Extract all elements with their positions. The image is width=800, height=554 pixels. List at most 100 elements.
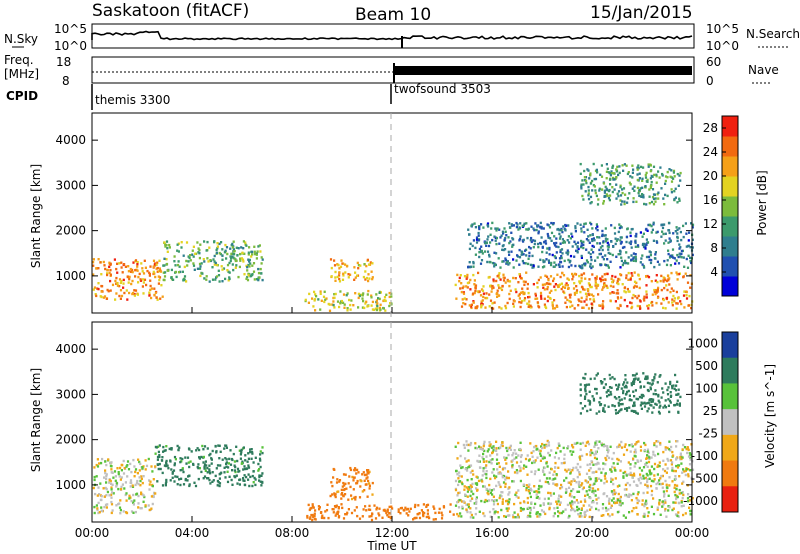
data-cell: [496, 462, 499, 465]
data-cell: [548, 471, 551, 474]
data-cell: [512, 305, 515, 308]
data-cell: [596, 284, 599, 287]
data-cell: [343, 306, 346, 309]
data-cell: [132, 458, 135, 462]
data-cell: [580, 254, 583, 258]
data-cell: [529, 508, 532, 512]
data-cell: [236, 254, 239, 257]
data-cell: [150, 495, 153, 498]
data-cell: [509, 289, 512, 292]
data-cell: [220, 241, 223, 244]
data-cell: [632, 259, 635, 262]
data-cell: [578, 515, 581, 518]
data-cell: [491, 261, 494, 265]
data-cell: [478, 510, 481, 513]
data-cell: [560, 282, 563, 285]
data-cell: [588, 390, 591, 393]
data-cell: [609, 299, 612, 302]
data-cell: [501, 284, 504, 288]
data-cell: [689, 509, 692, 513]
data-cell: [625, 448, 629, 452]
data-cell: [375, 299, 378, 302]
data-cell: [553, 512, 556, 515]
data-cell: [612, 291, 615, 294]
data-cell: [646, 448, 650, 451]
data-cell: [583, 515, 586, 518]
data-cell: [620, 203, 623, 206]
data-cell: [616, 445, 619, 449]
data-cell: [622, 389, 625, 393]
data-cell: [657, 286, 660, 290]
data-cell: [508, 514, 511, 517]
data-cell: [432, 518, 435, 521]
data-cell: [601, 278, 605, 282]
data-cell: [548, 261, 551, 264]
data-cell: [552, 279, 555, 283]
data-cell: [617, 292, 620, 295]
data-cell: [491, 302, 494, 305]
data-cell: [671, 385, 674, 388]
colorbar-segment: [722, 409, 738, 436]
data-cell: [218, 473, 221, 476]
data-cell: [548, 507, 551, 511]
data-cell: [188, 483, 191, 486]
data-cell: [618, 396, 621, 399]
data-cell: [423, 511, 426, 515]
data-cell: [517, 281, 520, 284]
data-cell: [188, 484, 191, 488]
data-cell: [93, 286, 96, 289]
power-ylabel: Slant Range [km]: [29, 164, 43, 268]
data-cell: [156, 266, 159, 270]
data-cell: [502, 273, 505, 276]
data-cell: [555, 473, 558, 476]
data-cell: [216, 242, 219, 245]
data-cell: [556, 305, 559, 308]
data-cell: [95, 463, 98, 467]
data-cell: [142, 292, 145, 295]
data-cell: [261, 480, 264, 484]
data-cell: [495, 440, 498, 443]
data-cell: [597, 488, 600, 491]
data-cell: [338, 267, 341, 270]
data-cell: [512, 243, 515, 246]
data-cell: [531, 254, 534, 258]
data-cell: [639, 459, 642, 462]
data-cell: [668, 237, 671, 240]
data-cell: [158, 462, 161, 466]
data-cell: [606, 454, 609, 458]
data-cell: [251, 250, 254, 254]
freq-tick-bottom: 8: [62, 74, 70, 88]
data-cell: [510, 250, 513, 253]
data-cell: [605, 495, 609, 498]
data-cell: [195, 449, 198, 452]
data-cell: [548, 282, 551, 285]
data-cell: [354, 467, 357, 470]
data-cell: [584, 404, 587, 408]
data-cell: [629, 467, 632, 470]
data-cell: [627, 495, 631, 498]
data-cell: [349, 303, 352, 307]
data-cell: [155, 267, 158, 270]
data-cell: [632, 472, 636, 475]
data-cell: [597, 293, 600, 296]
data-cell: [141, 270, 144, 273]
data-cell: [127, 281, 130, 284]
data-cell: [343, 484, 346, 487]
data-cell: [602, 407, 605, 410]
data-cell: [115, 292, 118, 295]
data-cell: [581, 266, 584, 270]
data-cell: [575, 249, 578, 252]
data-cell: [654, 200, 657, 203]
data-cell: [481, 289, 485, 292]
data-cell: [218, 251, 221, 255]
data-cell: [513, 471, 517, 474]
data-cell: [488, 483, 491, 487]
data-cell: [227, 270, 230, 273]
data-cell: [570, 505, 573, 508]
data-cell: [548, 454, 551, 457]
data-cell: [589, 496, 592, 500]
data-cell: [580, 185, 583, 188]
data-cell: [660, 302, 663, 305]
data-cell: [513, 449, 516, 452]
data-cell: [346, 307, 349, 310]
